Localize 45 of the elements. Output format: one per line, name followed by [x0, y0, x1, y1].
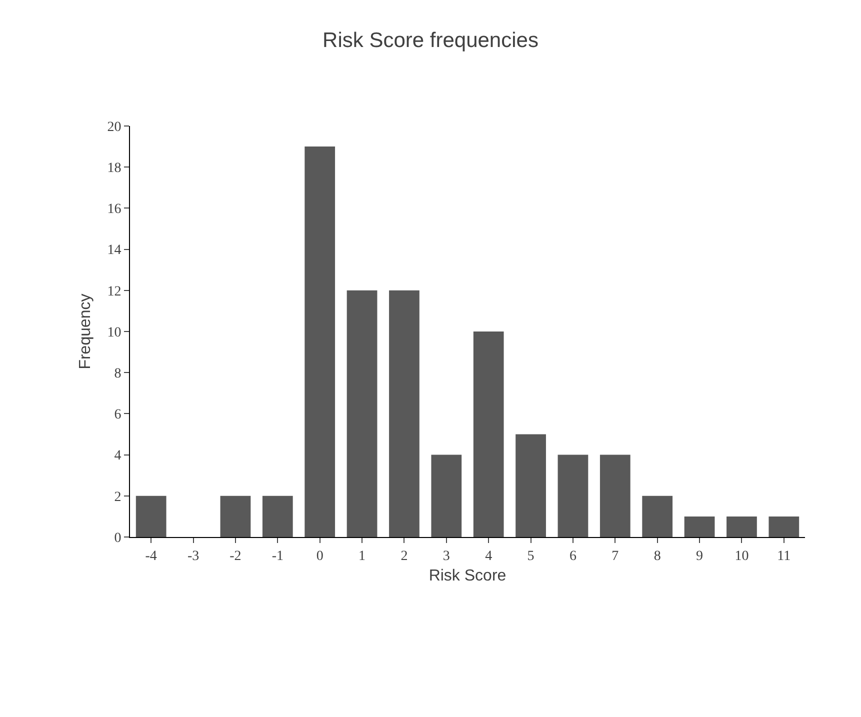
- chart-title: Risk Score frequencies: [322, 28, 538, 52]
- bar: [558, 454, 588, 537]
- x-tick-label: 8: [654, 548, 661, 564]
- bar: [220, 496, 251, 537]
- x-tick-label: -4: [145, 548, 157, 564]
- x-tick-label: 7: [612, 548, 619, 564]
- y-tick-label: 2: [114, 490, 122, 505]
- y-axis-title: Frequency: [77, 294, 94, 370]
- x-tick-label: -1: [272, 548, 284, 564]
- bar: [642, 496, 673, 537]
- y-tick-label: 4: [114, 448, 122, 464]
- bar: [684, 516, 715, 537]
- bar: [726, 516, 757, 537]
- bar: [346, 290, 378, 537]
- y-tick-label: 16: [107, 202, 122, 218]
- x-tick-label: 6: [569, 548, 576, 564]
- bar: [136, 496, 166, 537]
- bar: [431, 454, 462, 537]
- y-tick-label: 14: [107, 243, 122, 258]
- y-tick-label: 20: [107, 120, 122, 135]
- bar: [768, 516, 800, 537]
- x-axis-title: Risk Score: [428, 568, 506, 584]
- y-tick-label: 10: [107, 325, 122, 340]
- x-tick-label: 3: [442, 548, 450, 564]
- x-tick-label: -2: [230, 548, 242, 564]
- bar: [304, 146, 336, 537]
- x-tick-label: 1: [358, 548, 366, 564]
- x-tick-label: -3: [187, 548, 200, 564]
- y-tick-label: 12: [107, 284, 122, 300]
- x-tick-label: 0: [316, 548, 324, 564]
- bar: [262, 496, 293, 537]
- x-tick-label: 2: [400, 548, 408, 564]
- y-tick-label: 8: [114, 366, 122, 382]
- bar: [389, 290, 420, 537]
- x-tick-label: 10: [734, 548, 749, 564]
- x-tick-label: 4: [485, 548, 492, 564]
- x-tick-label: 5: [527, 548, 534, 564]
- bar: [600, 454, 630, 537]
- bar: [473, 332, 504, 537]
- x-tick-label: 11: [777, 548, 791, 564]
- y-tick-label: 18: [107, 161, 122, 176]
- y-tick-label: 0: [114, 530, 122, 546]
- y-tick-label: 6: [114, 408, 122, 423]
- x-tick-label: 9: [696, 548, 704, 564]
- bar: [516, 434, 546, 537]
